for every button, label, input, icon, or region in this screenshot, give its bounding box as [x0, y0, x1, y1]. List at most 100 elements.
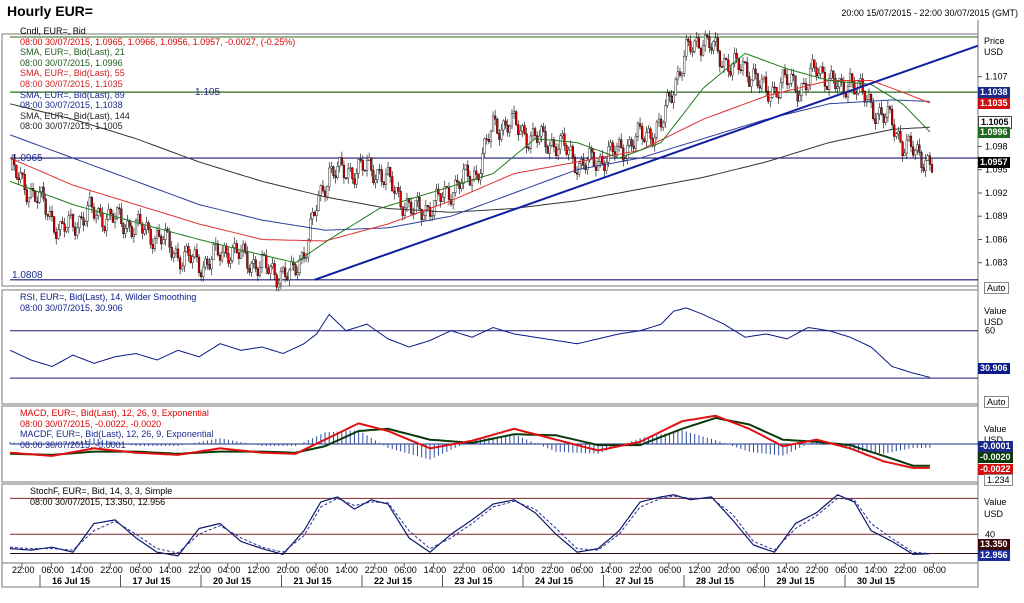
candle-body	[901, 141, 904, 156]
candle-body	[559, 135, 562, 150]
candle-body	[321, 185, 325, 192]
candle-body	[475, 170, 478, 175]
candle-body	[657, 118, 661, 123]
candle-body	[800, 82, 803, 96]
candle-body	[71, 214, 75, 228]
level-label-10965: 1.0965	[12, 153, 43, 164]
candle-body	[145, 222, 148, 230]
stoch-k-value-box: 13.350	[978, 539, 1010, 550]
candle-body	[74, 226, 77, 236]
candle-body	[653, 137, 656, 147]
candle-body	[867, 94, 871, 100]
candle-body	[181, 265, 184, 270]
candle-body	[752, 68, 755, 81]
candle-body	[355, 173, 358, 185]
candle-body	[380, 169, 383, 182]
candle-body	[510, 113, 514, 127]
candle-body	[260, 254, 264, 268]
candle-body	[95, 215, 98, 219]
candle-body	[605, 162, 608, 171]
candle-body	[246, 252, 249, 269]
candle-body	[122, 223, 125, 234]
candle-body	[769, 97, 772, 102]
x-time-label: 06:00	[571, 565, 594, 575]
legend-sma21: SMA, EUR=, Bid(Last), 21	[20, 47, 125, 58]
x-date-label: 27 Jul 15	[616, 576, 654, 586]
candle-body	[798, 95, 801, 102]
candle-body	[103, 226, 106, 231]
legend-sma55-value: 08:00 30/07/2015, 1.1035	[20, 78, 123, 89]
candle-body	[143, 229, 146, 234]
candle-body	[876, 113, 879, 124]
candle-body	[441, 196, 444, 202]
candle-body	[542, 126, 545, 132]
candle-body	[195, 249, 199, 258]
candle-body	[533, 128, 537, 136]
candle-body	[825, 86, 829, 90]
stoch-k-line	[9, 494, 930, 557]
candle-body	[437, 188, 440, 194]
candle-body	[704, 34, 707, 47]
candle-body	[907, 135, 910, 141]
candle-body	[48, 211, 52, 217]
rsi-panel	[1, 289, 979, 405]
sma21-line	[9, 52, 931, 264]
candle-body	[458, 181, 461, 189]
x-date-label: 24 Jul 15	[535, 576, 573, 586]
candle-body	[890, 109, 894, 126]
candle-body	[326, 186, 329, 197]
candle-body	[620, 139, 623, 149]
rsi-auto-button[interactable]: Auto	[984, 396, 1009, 408]
candle-body	[309, 218, 312, 241]
price-tick-label: 1.089	[985, 211, 1008, 221]
candle-body	[489, 130, 493, 142]
candle-body	[926, 155, 929, 161]
x-time-label: 20:00	[277, 565, 300, 575]
candle-body	[477, 174, 480, 181]
candle-body	[174, 248, 178, 254]
candle-body	[431, 215, 434, 217]
candle-body	[405, 198, 409, 209]
stoch-legend-title: StochF, EUR=, Bid, 14, 3, 3, Simple	[30, 486, 173, 496]
candle-body	[452, 192, 455, 205]
price-auto-button[interactable]: Auto	[984, 282, 1009, 294]
x-time-label: 06:00	[130, 565, 153, 575]
candle-body	[351, 167, 354, 179]
candle-body	[420, 208, 423, 220]
candle-body	[233, 243, 236, 248]
candle-body	[447, 187, 451, 200]
x-time-label: 14:00	[512, 565, 535, 575]
candle-body	[922, 167, 925, 172]
candle-body	[342, 165, 346, 178]
candle-body	[275, 274, 278, 288]
candle-body	[832, 70, 835, 79]
candle-body	[788, 83, 791, 85]
candle-body	[918, 144, 921, 153]
candle-body	[361, 160, 364, 171]
legend-sma89: SMA, EUR=, Bid(Last), 89	[20, 89, 125, 100]
candle-body	[603, 163, 606, 171]
candle-body	[29, 188, 33, 198]
x-time-label: 14:00	[335, 565, 358, 575]
candle-body	[872, 102, 875, 119]
stoch-axis-title: Value	[984, 497, 1007, 507]
candle-body	[685, 38, 688, 57]
candle-body	[899, 130, 902, 143]
candle-body	[414, 200, 417, 214]
macd-scale-button[interactable]: 1.234	[984, 474, 1013, 486]
candle-body	[193, 249, 196, 258]
candle-body	[494, 115, 497, 120]
candle-body	[914, 150, 917, 156]
candle-body	[817, 73, 820, 76]
macd-line	[9, 414, 930, 469]
candle-body	[368, 157, 371, 161]
candle-body	[552, 139, 556, 148]
candle-body	[372, 170, 375, 184]
candle-body	[676, 71, 679, 80]
candle-body	[790, 73, 793, 84]
candle-body	[697, 37, 700, 49]
x-date-label: 16 Jul 15	[52, 576, 90, 586]
candle-body	[500, 129, 503, 140]
candle-body	[128, 220, 131, 227]
candle-body	[813, 59, 816, 68]
